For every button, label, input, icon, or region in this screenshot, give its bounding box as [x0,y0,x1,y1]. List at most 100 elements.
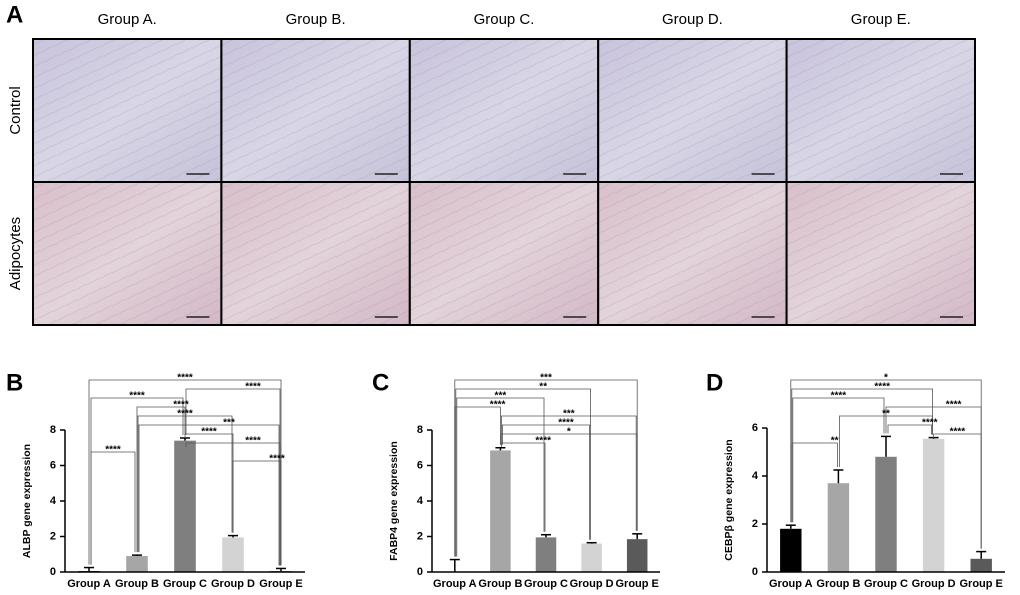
y-tick-label: 4 [50,495,57,507]
y-tick-label: 4 [417,495,424,507]
y-tick-label: 0 [417,566,423,578]
bar [490,450,511,572]
y-tick-label: 6 [752,422,758,434]
significance-bracket [454,406,501,557]
column-header: Group A. [98,11,157,28]
micrograph-texture [598,182,787,325]
significance-label: **** [201,427,217,438]
significance-label: *** [223,418,235,429]
bar [174,440,196,572]
x-tick-label: Group D [570,578,614,590]
micrograph-texture [786,182,975,325]
significance-label: *** [495,391,507,402]
significance-bracket [791,442,838,523]
panel-label: A [6,1,23,28]
micrograph-border [785,181,976,326]
x-tick-label: Group A [67,578,111,590]
y-tick-label: 6 [417,459,423,471]
significance-label: * [884,373,888,384]
significance-label: * [567,427,571,438]
bar [970,558,992,572]
y-tick-label: 2 [752,518,758,530]
bar [875,456,897,572]
column-header: Group B. [286,11,346,28]
significance-bracket [456,397,545,557]
significance-label: **** [874,382,890,393]
y-tick-label: 2 [417,530,423,542]
significance-label: *** [563,409,575,420]
significance-label: **** [245,382,261,393]
significance-label: **** [831,391,847,402]
bar [626,539,648,572]
panel-label: D [706,369,723,396]
significance-bracket [232,460,282,566]
significance-label: ** [539,382,547,393]
y-tick-label: 6 [50,459,56,471]
significance-label: *** [540,373,552,384]
significance-bracket [185,442,281,566]
significance-label: **** [535,436,551,447]
significance-label: **** [490,400,506,411]
significance-label: **** [129,391,145,402]
y-tick-label: 8 [417,424,423,436]
significance-bracket [502,424,590,540]
significance-bracket [887,424,932,435]
micrograph-texture [221,182,410,325]
column-header: Group C. [474,11,535,28]
bar [222,537,244,572]
x-tick-label: Group B [816,578,860,590]
significance-bracket [501,442,546,532]
significance-bracket [839,415,933,467]
x-tick-label: Group C [524,578,568,590]
bar [827,483,850,572]
bar [922,438,945,572]
significance-label: **** [177,373,193,384]
x-tick-label: Group D [211,578,255,590]
significance-label: **** [950,427,966,438]
significance-label: **** [922,418,938,429]
significance-label: **** [105,445,121,456]
significance-bracket [455,388,591,557]
significance-bracket [136,406,186,553]
panel-label: C [372,369,389,396]
row-label: Adipocytes [7,217,24,290]
significance-label: **** [177,409,193,420]
significance-label: **** [173,400,189,411]
significance-label: **** [946,400,962,411]
significance-bracket [90,451,136,565]
x-tick-label: Group E [259,578,302,590]
x-tick-label: Group B [115,578,159,590]
bar [126,556,148,572]
x-tick-label: Group B [478,578,522,590]
micrograph-texture [786,39,975,182]
bar [780,528,802,572]
micrograph-texture [33,182,222,325]
bar [535,537,557,572]
x-tick-label: Group C [163,578,207,590]
y-tick-label: 8 [50,424,56,436]
significance-label: **** [245,436,261,447]
y-tick-label: 2 [50,530,56,542]
y-axis-label: ALBP gene expression [21,444,33,558]
micrograph-texture [33,39,222,182]
y-tick-label: 0 [50,566,56,578]
y-axis-label: FABP4 gene expression [388,441,400,561]
column-header: Group E. [851,11,911,28]
significance-bracket [500,433,638,531]
significance-bracket [933,433,982,549]
x-tick-label: Group A [769,578,813,590]
micrograph-texture [409,182,599,325]
y-tick-label: 4 [752,470,759,482]
x-tick-label: Group E [960,578,1003,590]
x-tick-label: Group D [912,578,956,590]
significance-label: ** [831,436,839,447]
significance-bracket [501,415,637,531]
significance-bracket [137,415,233,553]
y-axis-label: CEBPβ gene expression [723,439,735,560]
x-tick-label: Group A [433,578,477,590]
column-header: Group D. [662,11,723,28]
micrograph-texture [598,39,787,182]
significance-label: ** [882,409,890,420]
micrograph-texture [221,39,410,182]
